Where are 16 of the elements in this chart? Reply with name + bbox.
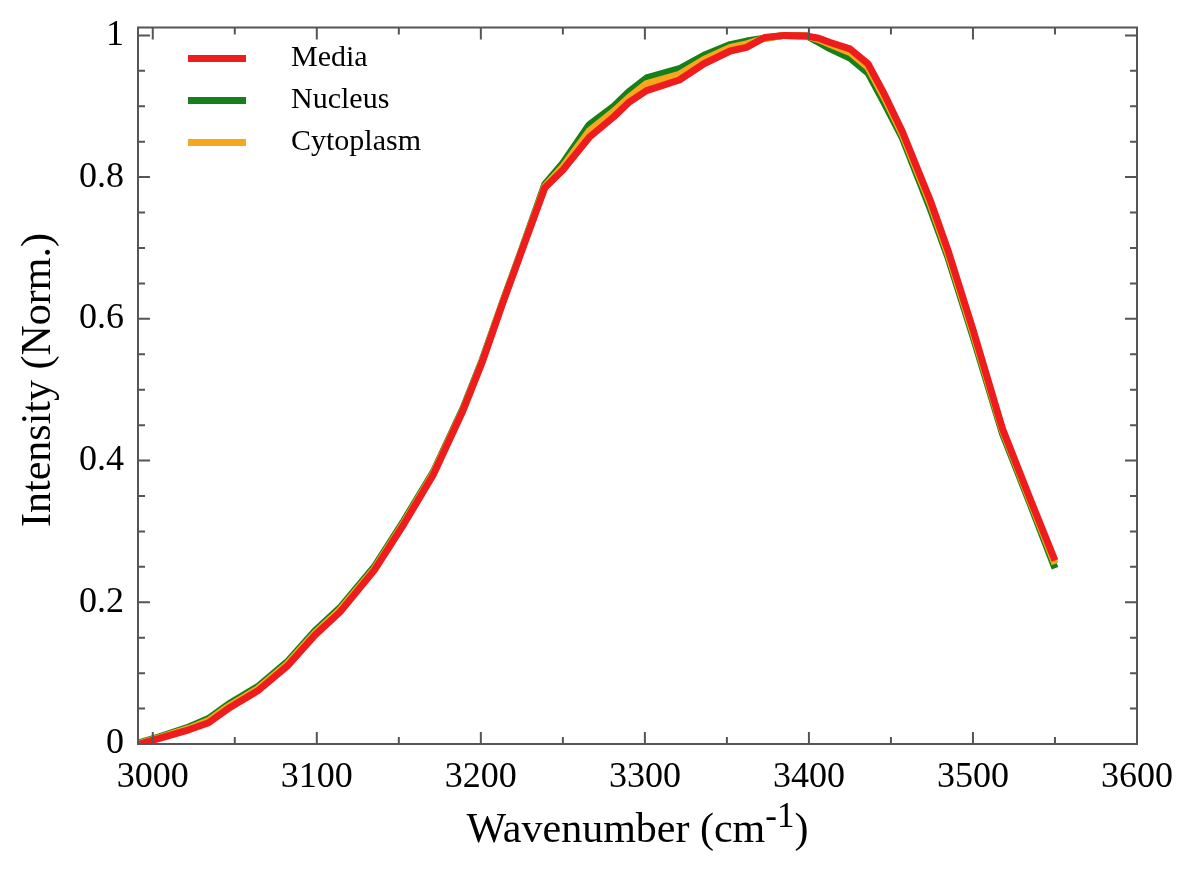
y-tick-label: 0.8 xyxy=(79,154,124,195)
x-tick-label: 3300 xyxy=(608,755,681,796)
legend-label: Cytoplasm xyxy=(291,123,422,157)
x-tick-label: 3600 xyxy=(1101,755,1173,796)
x-tick-label: 3200 xyxy=(444,755,517,796)
x-axis-title: Wavenumber (cm$^{-1}$) xyxy=(465,796,810,852)
x-tick-label: 3100 xyxy=(280,755,353,796)
y-tick-label: 0.4 xyxy=(79,438,124,479)
y-tick-label: 0.2 xyxy=(79,579,124,620)
x-tick-label: 3500 xyxy=(936,755,1009,796)
y-tick-label: 0.6 xyxy=(79,296,124,337)
y-tick-label: 1 xyxy=(106,12,124,53)
legend-label: Nucleus xyxy=(291,81,390,115)
legend-label: Media xyxy=(291,39,368,73)
y-axis-title: Intensity (Norm.) xyxy=(12,233,60,527)
x-tick-label: 3400 xyxy=(772,755,845,796)
